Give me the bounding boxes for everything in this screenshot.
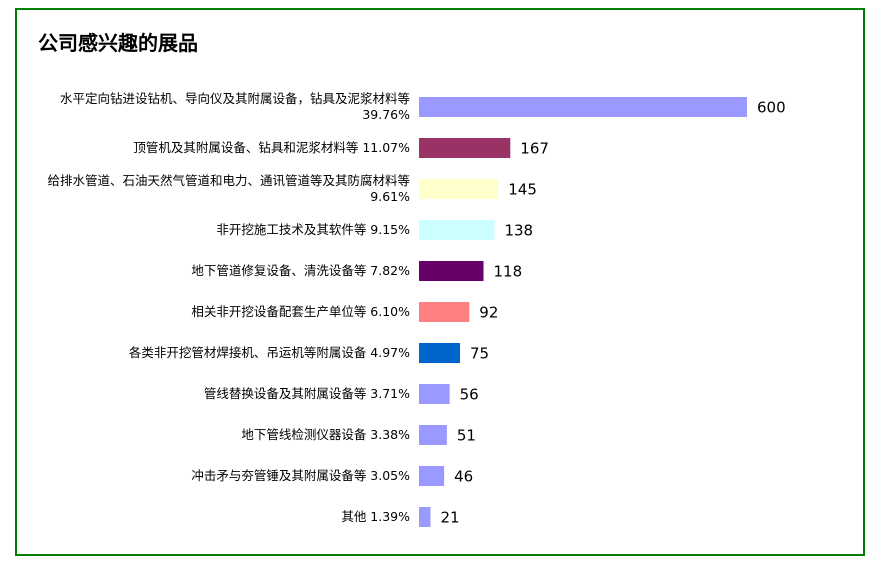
category-label: 地下管线检测仪器设备 3.38% [241,427,410,442]
value-label: 118 [494,263,523,281]
bar [419,425,447,445]
value-label: 138 [504,222,533,240]
bar [419,261,484,281]
category-label: 给排水管道、石油天然气管道和电力、通讯管道等及其防腐材料等 9.61% [47,173,410,204]
category-label: 非开挖施工技术及其软件等 9.15% [216,222,410,237]
category-label: 各类非开挖管材焊接机、吊运机等附属设备 4.97% [128,345,410,360]
value-label: 75 [470,345,489,363]
bar [419,302,470,322]
category-label: 地下管道修复设备、清洗设备等 7.82% [191,263,410,278]
value-label: 92 [479,304,498,322]
bar [419,220,495,240]
category-label: 顶管机及其附属设备、钻具和泥浆材料等 11.07% [133,140,410,155]
value-label: 600 [757,99,786,117]
chart-frame [15,8,865,556]
bar [419,179,499,199]
category-label: 相关非开挖设备配套生产单位等 6.10% [191,304,410,319]
bar [419,384,450,404]
value-label: 167 [520,140,549,158]
value-label: 51 [457,427,476,445]
category-label: 管线替换设备及其附属设备等 3.71% [203,386,410,401]
value-label: 145 [508,181,537,199]
chart-title: 公司感兴趣的展品 [38,31,198,55]
bar [419,138,511,158]
category-label: 其他 1.39% [341,509,410,524]
value-label: 46 [454,468,473,486]
category-label: 水平定向钻进设钻机、导向仪及其附属设备，钻具及泥浆材料等 39.76% [59,91,410,122]
value-label: 21 [440,509,459,527]
bar [419,466,445,486]
value-label: 56 [460,386,479,404]
bar [419,507,431,527]
bar [419,343,460,363]
category-label: 冲击矛与夯管锤及其附属设备等 3.05% [191,468,410,483]
bar [419,97,747,117]
